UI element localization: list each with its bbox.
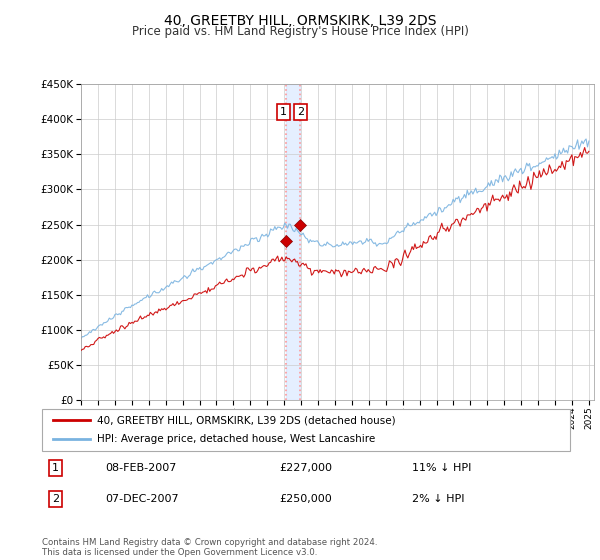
Text: 2: 2 <box>297 107 304 117</box>
Text: 40, GREETBY HILL, ORMSKIRK, L39 2DS (detached house): 40, GREETBY HILL, ORMSKIRK, L39 2DS (det… <box>97 415 396 425</box>
Bar <box>286 84 300 400</box>
Text: 07-DEC-2007: 07-DEC-2007 <box>106 494 179 503</box>
Text: Price paid vs. HM Land Registry's House Price Index (HPI): Price paid vs. HM Land Registry's House … <box>131 25 469 38</box>
Text: 08-FEB-2007: 08-FEB-2007 <box>106 463 177 473</box>
Text: 2: 2 <box>52 494 59 503</box>
Text: 11% ↓ HPI: 11% ↓ HPI <box>412 463 471 473</box>
Text: £227,000: £227,000 <box>280 463 332 473</box>
Text: 40, GREETBY HILL, ORMSKIRK, L39 2DS: 40, GREETBY HILL, ORMSKIRK, L39 2DS <box>164 14 436 28</box>
Text: 2% ↓ HPI: 2% ↓ HPI <box>412 494 464 503</box>
Text: HPI: Average price, detached house, West Lancashire: HPI: Average price, detached house, West… <box>97 435 376 445</box>
Text: Contains HM Land Registry data © Crown copyright and database right 2024.
This d: Contains HM Land Registry data © Crown c… <box>42 538 377 557</box>
FancyBboxPatch shape <box>42 409 570 451</box>
Text: 1: 1 <box>280 107 287 117</box>
Text: £250,000: £250,000 <box>280 494 332 503</box>
Text: 1: 1 <box>52 463 59 473</box>
